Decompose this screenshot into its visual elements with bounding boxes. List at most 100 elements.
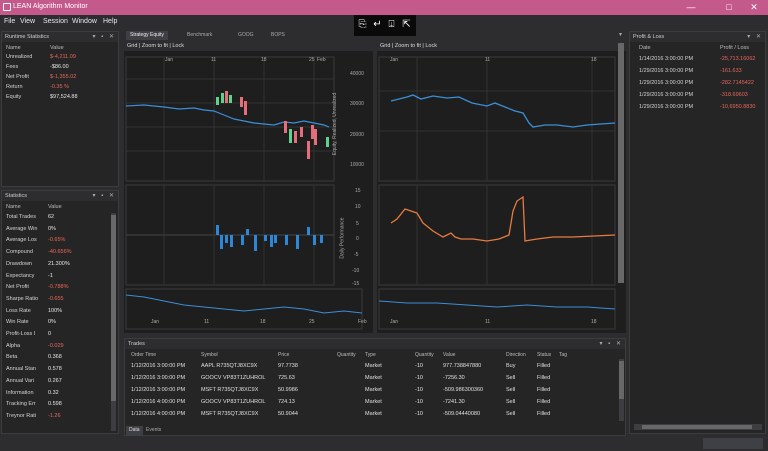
scroll-thumb[interactable]: [111, 215, 116, 401]
y-tick: 40000: [350, 71, 364, 77]
trades-col-header[interactable]: Symbol: [201, 352, 218, 358]
trade-cell: Filled: [537, 399, 551, 405]
trades-col-header[interactable]: Quantity: [415, 352, 434, 358]
stat-name: Annual Vari: [6, 377, 35, 384]
x-tick-bottom: Feb: [358, 319, 367, 325]
window-title: LEAN Algorithm Monitor: [13, 3, 88, 10]
y-axis-label-equity: Equity, Realized, Unrealized: [332, 92, 339, 156]
col-name[interactable]: Name: [6, 204, 21, 210]
profit-loss-panel: Profit & Loss ▾ ✕ Date Profit / Loss 1/1…: [629, 31, 766, 434]
close-button[interactable]: ✕: [750, 2, 758, 12]
trade-cell: -509.986300360: [443, 387, 484, 393]
stat-value: 100%: [48, 307, 63, 314]
y-tick: -15: [352, 281, 360, 287]
trade-cell: -10: [415, 399, 423, 405]
pl-date[interactable]: 1/14/2016 3:00:00 PM: [639, 56, 694, 62]
pl-value[interactable]: -318.69603: [720, 92, 748, 98]
chart-toolbar[interactable]: Grid | Zoom to fit | Lock: [124, 41, 373, 51]
panel-buttons[interactable]: ▾ ▪ ✕: [599, 341, 623, 347]
trade-cell: -10: [415, 411, 423, 417]
col-name[interactable]: Name: [6, 45, 21, 51]
col-profit-loss[interactable]: Profit / Loss: [720, 45, 750, 51]
trade-cell: 50.9044: [278, 411, 298, 417]
candlesticks: [216, 91, 329, 159]
trades-col-header[interactable]: Price: [278, 352, 290, 358]
trades-col-header[interactable]: Direction: [506, 352, 526, 358]
tab-strategy-equity[interactable]: Strategy Equity: [126, 31, 168, 40]
x-tick: 25: [309, 57, 315, 63]
trade-cell: Filled: [537, 363, 551, 369]
stat-name: Return: [6, 84, 23, 90]
panel-buttons[interactable]: ▾ ✕: [747, 34, 763, 40]
navigator-pane[interactable]: [125, 288, 363, 330]
benchmark-chart-panel: Grid | Zoom to fit | Lock Jan 11 18 Jan …: [377, 41, 626, 333]
navigator-line: [378, 300, 616, 310]
scroll-thumb[interactable]: [619, 361, 624, 399]
pl-date[interactable]: 1/29/2016 3:00:00 PM: [639, 68, 694, 74]
menu-window[interactable]: Window: [72, 18, 97, 25]
trade-cell: Market: [365, 387, 382, 393]
menu-view[interactable]: View: [20, 18, 36, 25]
menu-session[interactable]: Session: [43, 18, 68, 25]
trades-col-header[interactable]: Value: [443, 352, 456, 358]
trades-col-header[interactable]: Order Time: [131, 352, 157, 358]
col-value[interactable]: Value: [48, 204, 62, 210]
x-tick: Jan: [390, 57, 399, 63]
scroll-thumb[interactable]: [618, 43, 624, 283]
trades-col-header[interactable]: Type: [365, 352, 376, 358]
tab-benchmark[interactable]: Benchmark: [187, 32, 213, 38]
export-icon[interactable]: ⍗: [388, 19, 395, 30]
trades-col-header[interactable]: Status: [537, 352, 552, 358]
profit-loss-header: Profit & Loss ▾ ✕: [630, 32, 765, 42]
stat-value: -1: [48, 272, 53, 279]
panel-buttons[interactable]: ▾ ▪ ✕: [92, 193, 116, 199]
stat-name: Treynor Rati: [6, 412, 37, 419]
tab-data[interactable]: Data: [126, 426, 143, 436]
x-tick: Feb: [317, 57, 326, 63]
stat-value: 0%: [48, 225, 56, 232]
statistics-scrollbar[interactable]: [111, 213, 116, 431]
stat-name: Beta: [6, 354, 18, 361]
runtime-statistics-panel: Runtime Statistics ▾ ▪ ✕ Name Value Unre…: [1, 31, 119, 187]
menu-file[interactable]: File: [4, 18, 16, 25]
menu-help[interactable]: Help: [103, 18, 118, 25]
x-tick: 11: [211, 57, 217, 63]
tab-dropdown-icon[interactable]: ▾: [619, 32, 623, 38]
maximize-button[interactable]: □: [726, 2, 732, 12]
tab-bops[interactable]: BOPS: [271, 32, 285, 38]
trade-cell: MSFT R735QTJ8XC9X: [201, 387, 259, 393]
pl-horizontal-scrollbar[interactable]: [634, 424, 762, 430]
runtime-statistics-header: Runtime Statistics ▾ ▪ ✕: [2, 32, 118, 42]
pl-value[interactable]: -282.7145422: [720, 80, 754, 86]
pl-date[interactable]: 1/29/2016 3:00:00 PM: [639, 92, 694, 98]
import-icon[interactable]: ↵: [373, 19, 382, 30]
pl-value[interactable]: -25,713.16062: [720, 56, 756, 62]
connect-icon[interactable]: ⇱: [402, 19, 411, 30]
tab-events[interactable]: Events: [146, 427, 162, 433]
stat-name: Compound: [6, 249, 33, 256]
charts-scrollbar[interactable]: [618, 43, 624, 283]
stat-name: Alpha: [6, 342, 21, 349]
pl-date[interactable]: 1/29/2016 3:00:00 PM: [639, 80, 694, 86]
stat-value: 0.32: [48, 389, 59, 396]
col-value[interactable]: Value: [50, 45, 64, 51]
trades-scrollbar[interactable]: [619, 359, 624, 421]
tab-goog[interactable]: GOOG: [238, 32, 254, 38]
minimize-button[interactable]: —: [686, 2, 696, 12]
trades-col-header[interactable]: Quantity: [337, 352, 356, 358]
x-tick-bottom: 25: [309, 319, 315, 325]
y-tick: 0: [356, 236, 359, 242]
pl-value[interactable]: -10,6950.8830: [720, 104, 756, 110]
stat-value: -0.029: [48, 342, 64, 349]
scroll-thumb[interactable]: [642, 425, 752, 429]
panel-buttons[interactable]: ▾ ▪ ✕: [92, 34, 116, 40]
strategy-chart-panel: Grid | Zoom to fit | Lock: [124, 41, 373, 333]
pl-value[interactable]: -161.633: [720, 68, 742, 74]
open-icon[interactable]: ⎘: [358, 19, 367, 30]
x-tick: 11: [485, 57, 491, 63]
stat-name: Information: [6, 389, 34, 396]
trades-col-header[interactable]: Tag: [559, 352, 568, 358]
col-date[interactable]: Date: [639, 45, 651, 51]
chart-toolbar[interactable]: Grid | Zoom to fit | Lock: [377, 41, 626, 51]
pl-date[interactable]: 1/29/2016 3:00:00 PM: [639, 104, 694, 110]
